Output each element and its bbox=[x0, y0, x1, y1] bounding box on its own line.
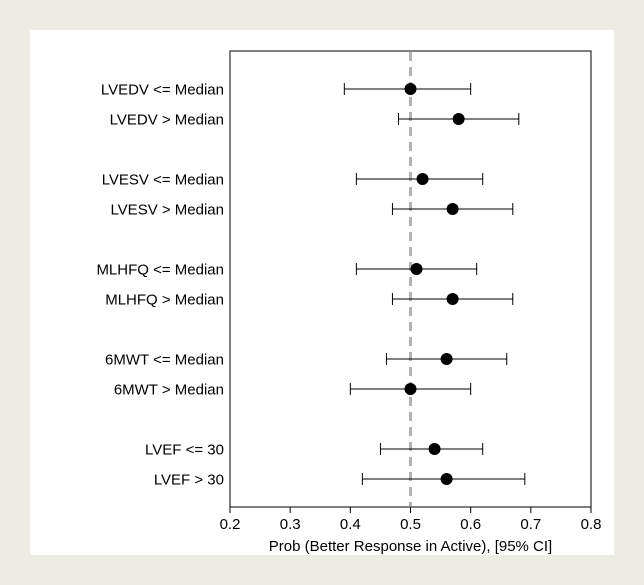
estimate-point bbox=[404, 83, 417, 95]
x-tick-label: 0.8 bbox=[581, 516, 602, 533]
x-axis: 0.2 0.3 0.4 0.5 0.6 0.7 0.8 bbox=[220, 507, 602, 533]
row-label: LVEDV > Median bbox=[110, 112, 224, 129]
x-tick-label: 0.2 bbox=[220, 516, 241, 533]
x-tick-label: 0.7 bbox=[520, 516, 541, 533]
estimate-point bbox=[452, 113, 465, 125]
x-tick-label: 0.5 bbox=[400, 516, 421, 533]
forest-row: MLHFQ > Median bbox=[105, 292, 514, 309]
estimate-point bbox=[428, 443, 441, 455]
row-label: LVEF > 30 bbox=[154, 472, 224, 489]
rows-layer: LVEDV <= Median LVEDV > Median LVESV <= Me… bbox=[96, 82, 526, 489]
estimate-point bbox=[440, 473, 453, 485]
estimate-point bbox=[446, 203, 459, 215]
estimate-point bbox=[404, 383, 417, 395]
row-label: LVESV > Median bbox=[110, 202, 224, 219]
estimate-point bbox=[410, 263, 423, 275]
forest-row: 6MWT <= Median bbox=[105, 352, 508, 369]
estimate-point bbox=[440, 353, 453, 365]
x-tick-label: 0.4 bbox=[340, 516, 361, 533]
x-tick-label: 0.3 bbox=[280, 516, 301, 533]
row-label: MLHFQ > Median bbox=[105, 292, 224, 309]
row-label: 6MWT <= Median bbox=[105, 352, 224, 369]
forest-row: LVESV > Median bbox=[110, 202, 514, 219]
row-label: LVEF <= 30 bbox=[145, 442, 224, 459]
x-axis-label: Prob (Better Response in Active), [95% C… bbox=[269, 538, 552, 555]
estimate-point bbox=[446, 293, 459, 305]
forest-row: LVEDV > Median bbox=[110, 112, 520, 129]
forest-row: LVEDV <= Median bbox=[101, 82, 472, 99]
forest-row: LVESV <= Median bbox=[102, 172, 484, 189]
forest-row: MLHFQ <= Median bbox=[96, 262, 478, 279]
row-label: 6MWT > Median bbox=[114, 382, 224, 399]
chart-svg: LVEDV <= Median LVEDV > Median LVESV <= Me… bbox=[96, 50, 602, 555]
row-label: LVEDV <= Median bbox=[101, 82, 224, 99]
forest-row: 6MWT > Median bbox=[114, 382, 472, 399]
row-label: MLHFQ <= Median bbox=[96, 262, 224, 279]
estimate-point bbox=[416, 173, 429, 185]
x-tick-label: 0.6 bbox=[460, 516, 481, 533]
forest-row: LVEF <= 30 bbox=[145, 442, 484, 459]
forest-row: LVEF > 30 bbox=[154, 472, 526, 489]
chart-panel: LVEDV <= Median LVEDV > Median LVESV <= Me… bbox=[30, 30, 614, 555]
row-label: LVESV <= Median bbox=[102, 172, 224, 189]
